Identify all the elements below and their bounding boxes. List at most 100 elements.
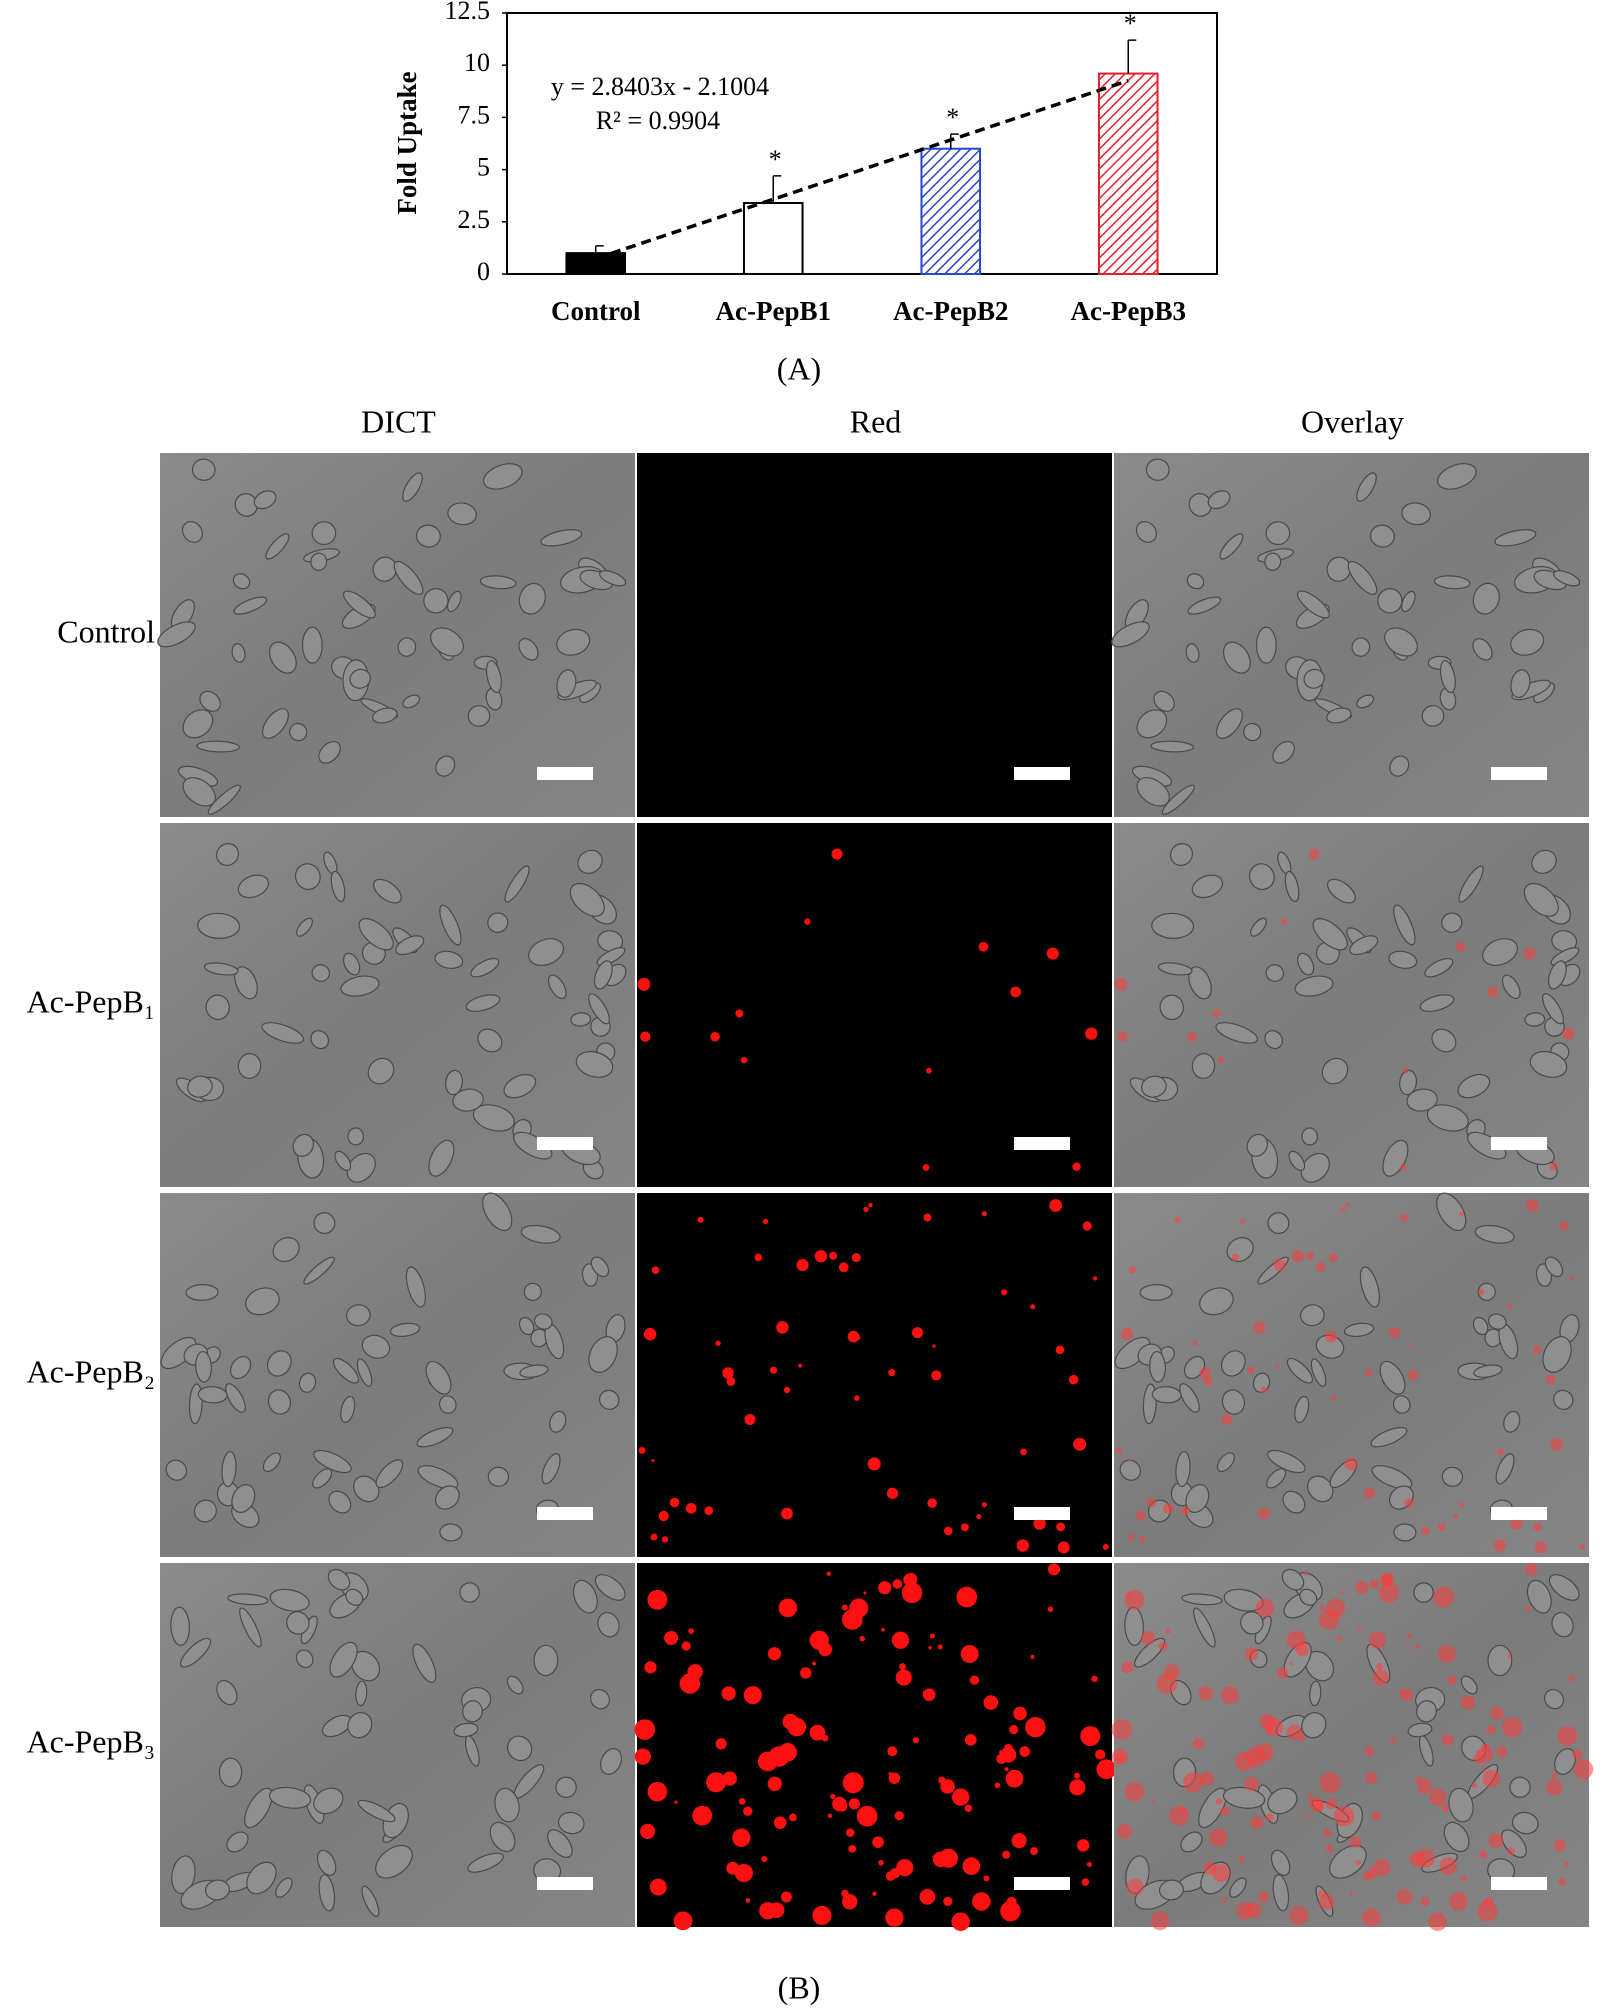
cell: [1487, 1313, 1507, 1330]
fluorescence-spot: [1019, 1746, 1031, 1757]
fluorescence-spot: [1057, 1541, 1070, 1554]
cell: [1482, 938, 1519, 966]
cell: [221, 1450, 237, 1488]
fluorescence-spot: [640, 1031, 651, 1042]
fluorescence-spot: [1502, 1716, 1523, 1738]
cell: [268, 641, 297, 674]
fluorescence-spot: [1507, 1304, 1513, 1310]
fluorescence-spot: [1532, 1345, 1542, 1355]
cell: [1300, 1152, 1330, 1183]
fluorescence-spot: [1239, 1218, 1246, 1225]
cell: [417, 1465, 459, 1490]
fluorescence-spot: [1126, 1878, 1144, 1896]
fluorescence-spot: [1579, 1543, 1586, 1550]
scale-bar: [537, 1877, 593, 1890]
image-panel: [637, 823, 1112, 1187]
cell: [1553, 1389, 1574, 1410]
fluorescence-spot: [1372, 1669, 1389, 1686]
fluorescence-spot: [1209, 1828, 1228, 1847]
fluorescence-spot: [1273, 1259, 1286, 1272]
cell: [1326, 707, 1352, 724]
cell: [349, 668, 371, 689]
fluorescence-spot: [1340, 1591, 1344, 1595]
cell: [1553, 570, 1581, 587]
fluorescence-spot: [787, 1717, 807, 1737]
fluorescence-spot: [634, 1748, 652, 1765]
cell: [1477, 1282, 1496, 1301]
cell: [1510, 628, 1545, 656]
cell: [503, 1073, 537, 1099]
fluorescence-spot: [1289, 1661, 1294, 1666]
cell: [231, 643, 246, 663]
fluorescence-spot: [1533, 1522, 1543, 1532]
cell: [232, 573, 251, 590]
cell: [1431, 1028, 1457, 1053]
cell: [179, 1637, 212, 1668]
cell: [459, 1582, 480, 1603]
fluorescence-spot: [1121, 1661, 1134, 1674]
fluorescence-spot: [888, 1772, 901, 1784]
fluorescence-spot: [1091, 1675, 1098, 1683]
cell: [225, 1383, 246, 1413]
cell: [1441, 1466, 1464, 1487]
fluorescence-spot: [1363, 1487, 1376, 1499]
fluorescence-spot: [776, 1321, 789, 1334]
cell: [1248, 863, 1275, 891]
fluorescence-spot: [1493, 1539, 1507, 1552]
fluorescence-spot: [892, 1579, 903, 1589]
fluorescence-spot: [1295, 1642, 1310, 1657]
fluorescence-spot: [767, 1647, 782, 1661]
cell: [1222, 641, 1251, 674]
image-panel: [637, 453, 1112, 817]
fluorescence-spot: [1437, 1523, 1446, 1532]
cell: [599, 570, 627, 587]
fluorescence-spot: [1004, 1767, 1009, 1772]
cell: [1419, 994, 1455, 1012]
cell: [1542, 1336, 1572, 1373]
cell: [1149, 1350, 1166, 1383]
cell: [1487, 1644, 1513, 1677]
cell: [518, 1316, 535, 1336]
cell: [334, 1150, 352, 1172]
micrograph: [1111, 1563, 1594, 1932]
cell: [268, 1786, 312, 1809]
fluorescence-spot: [1013, 1706, 1027, 1721]
cell: [1439, 660, 1456, 694]
cell: [312, 1468, 333, 1489]
cell: [1299, 1304, 1325, 1327]
cell: [1185, 1484, 1210, 1513]
cell: [216, 843, 240, 866]
fluorescence-spot: [872, 1836, 884, 1849]
micrograph: [637, 1193, 1112, 1557]
cell: [447, 502, 477, 526]
cell: [590, 1256, 610, 1278]
fluorescence-spot: [845, 1828, 855, 1837]
cell: [157, 621, 196, 648]
fluorescence-spot: [1507, 1847, 1515, 1856]
fluorescence-spot: [745, 1898, 751, 1903]
cell: [261, 1022, 305, 1044]
fluorescence-spot: [1135, 1510, 1146, 1522]
cell: [205, 994, 230, 1021]
cell: [332, 1357, 360, 1384]
cell: [372, 707, 398, 724]
cell: [435, 755, 456, 777]
row-label: Ac-PepB₁: [27, 983, 155, 1019]
cell: [423, 588, 449, 614]
cell: [1551, 1612, 1574, 1638]
fluorescence-spot: [903, 1573, 916, 1587]
cell: [577, 849, 603, 874]
cell: [1416, 1700, 1437, 1723]
cell: [533, 1313, 553, 1330]
cell: [361, 1334, 391, 1359]
cell: [182, 709, 214, 739]
bar: [742, 202, 804, 275]
fluorescence-spot: [929, 1633, 935, 1639]
fluorescence-spot: [878, 1581, 892, 1595]
fluorescence-spot: [1414, 1644, 1420, 1650]
cell: [1265, 964, 1285, 982]
fluorescence-spot: [1365, 1772, 1378, 1784]
cell: [327, 1568, 351, 1591]
cell: [1141, 1075, 1167, 1098]
cell: [318, 1874, 336, 1912]
